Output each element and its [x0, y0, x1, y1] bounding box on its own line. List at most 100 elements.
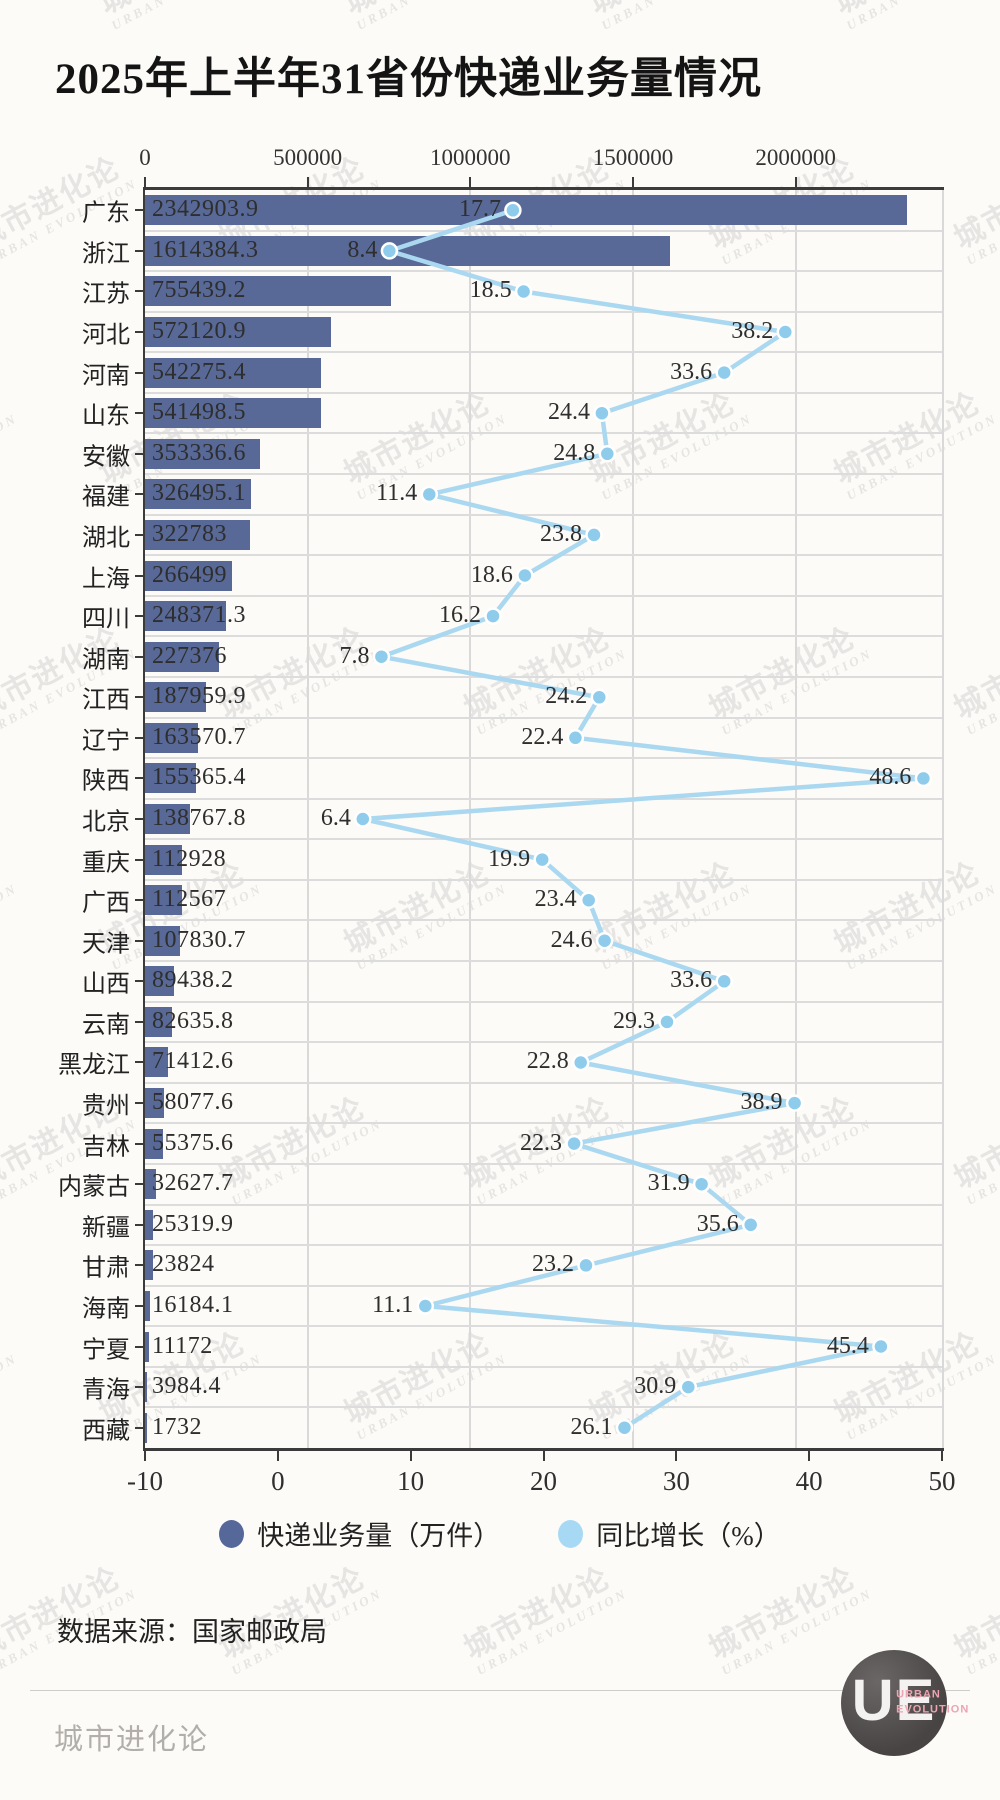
y-axis-tick [135, 1304, 145, 1307]
volume-bar [145, 195, 908, 226]
grid-line-horizontal [145, 1203, 942, 1206]
province-label: 湖南 [82, 647, 130, 674]
y-axis-tick [135, 1020, 145, 1023]
volume-value-label: 322783 [152, 520, 227, 547]
growth-legend-marker-icon [558, 1519, 584, 1548]
province-label: 甘肃 [82, 1255, 130, 1282]
grid-line-horizontal [145, 1000, 942, 1003]
growth-value-label: 29.3 [613, 1007, 656, 1034]
volume-bar [145, 1047, 169, 1078]
growth-line [360, 208, 926, 1430]
volume-value-label: 755439.2 [152, 277, 246, 304]
bottom-axis-tick-label: 50 [928, 1466, 956, 1496]
y-axis-tick [135, 533, 145, 536]
volume-bar [145, 601, 226, 632]
province-label: 海南 [82, 1296, 130, 1323]
growth-marker [565, 1134, 583, 1153]
province-label: 安徽 [82, 444, 130, 471]
y-axis-tick [135, 777, 145, 780]
volume-legend-marker-icon [219, 1519, 245, 1548]
top-axis-tick-label: 0 [139, 145, 151, 170]
volume-value-label: 155365.4 [152, 764, 246, 791]
volume-value-label: 11172 [152, 1332, 213, 1359]
growth-marker [692, 1175, 711, 1193]
growth-value-label: 11.1 [372, 1291, 414, 1318]
growth-value-label: 35.6 [696, 1210, 739, 1237]
y-axis-tick [135, 1223, 145, 1226]
volume-value-label: 82635.8 [152, 1007, 234, 1034]
volume-bar [145, 519, 250, 550]
growth-value-label: 48.6 [869, 764, 912, 791]
y-axis-tick [135, 1183, 145, 1186]
y-axis-tick [135, 574, 145, 577]
growth-marker [658, 1013, 676, 1031]
volume-value-label: 112928 [152, 845, 227, 872]
bottom-axis-tick [409, 1451, 412, 1461]
volume-bar [145, 722, 199, 753]
province-label: 山东 [82, 403, 130, 430]
grid-line-horizontal [145, 1365, 942, 1368]
growth-value-label: 23.8 [539, 520, 582, 547]
y-axis-tick [135, 899, 145, 902]
bottom-axis-tick-label: -10 [127, 1466, 163, 1496]
grid-line-horizontal [145, 797, 942, 800]
y-axis-tick [135, 452, 145, 455]
volume-bar [145, 1331, 149, 1362]
plot-top-spine [143, 187, 944, 190]
growth-marker [598, 445, 617, 463]
top-axis-tick-label: 2000000 [755, 145, 836, 170]
brand-logo-subtitle-line1: URBAN [896, 1688, 941, 1701]
volume-bar [145, 1169, 156, 1200]
volume-bar [145, 1006, 172, 1037]
growth-marker [566, 729, 585, 747]
growth-value-label: 38.2 [731, 317, 774, 344]
volume-bar [145, 398, 322, 429]
grid-line-vertical [794, 190, 797, 1448]
volume-bar [145, 641, 219, 672]
growth-value-label: 11.4 [376, 480, 418, 507]
growth-marker [577, 1256, 595, 1275]
y-axis-tick [135, 331, 145, 334]
grid-line-horizontal [145, 1122, 942, 1125]
province-label: 青海 [82, 1377, 130, 1404]
volume-value-label: 541498.5 [152, 399, 246, 426]
grid-line-horizontal [145, 1041, 942, 1044]
growth-marker [872, 1337, 890, 1356]
top-axis-tick [469, 177, 472, 187]
growth-marker [615, 1418, 634, 1437]
province-label: 黑龙江 [58, 1052, 130, 1079]
y-axis-tick [135, 858, 145, 861]
brand-logo: UE URBAN EVOLUTION [841, 1650, 968, 1756]
province-label: 贵州 [82, 1093, 130, 1120]
grid-line-horizontal [145, 635, 942, 638]
growth-value-label: 18.6 [470, 561, 513, 588]
growth-marker [595, 931, 614, 950]
volume-value-label: 25319.9 [152, 1210, 234, 1237]
growth-marker [785, 1094, 804, 1112]
volume-value-label: 2342903.9 [152, 196, 259, 223]
volume-value-label: 353336.6 [152, 439, 246, 466]
grid-line-horizontal [145, 675, 942, 678]
growth-value-label: 24.4 [547, 399, 590, 426]
volume-value-label: 58077.6 [152, 1089, 234, 1116]
volume-bar [145, 1412, 147, 1443]
bottom-axis-tick [941, 1451, 943, 1461]
volume-bar [145, 1250, 153, 1281]
growth-value-label: 17.7 [458, 196, 501, 223]
growth-marker [516, 566, 534, 585]
province-label: 江苏 [82, 281, 130, 308]
growth-value-label: 24.8 [553, 439, 596, 466]
top-axis-tick-label: 500000 [273, 145, 343, 170]
chart-title: 2025年上半年31省份快递业务量情况 [55, 56, 762, 103]
y-axis-tick [135, 696, 145, 699]
growth-marker [679, 1378, 698, 1396]
growth-marker [380, 242, 399, 260]
growth-value-label: 26.1 [570, 1413, 613, 1440]
volume-bar [145, 357, 322, 388]
